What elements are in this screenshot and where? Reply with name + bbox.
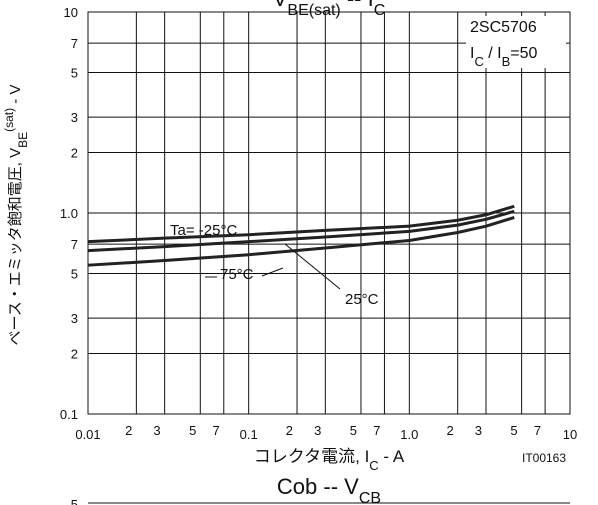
y-tick-label: 2	[71, 145, 78, 160]
x-tick-label: 2	[286, 423, 293, 438]
leader-line	[284, 243, 341, 290]
y-tick-label: 3	[71, 110, 78, 125]
x-tick-label: 5	[350, 423, 357, 438]
x-tick-label: 0.1	[240, 427, 258, 442]
x-tick-label: 1.0	[400, 427, 418, 442]
x-tick-label: 5	[189, 423, 196, 438]
series-label: Ta= -25°C	[170, 222, 237, 239]
condition-box	[466, 16, 566, 68]
x-tick-label: 3	[153, 423, 160, 438]
x-tick-label: 7	[534, 423, 541, 438]
series-line	[87, 209, 515, 253]
y-tick-label: 10	[64, 5, 78, 20]
x-tick-label: 3	[314, 423, 321, 438]
y-tick-label: 5	[71, 267, 78, 282]
figure-code: IT00163	[522, 451, 566, 465]
x-tick-label: 0.01	[75, 427, 100, 442]
chart-title: VBE(sat) -- IC	[273, 0, 386, 19]
leader-line	[261, 267, 284, 277]
next-chart-tick: 5	[71, 497, 78, 505]
y-tick-label: 2	[71, 346, 78, 361]
condition-label: IC / IB=50	[470, 45, 538, 69]
series-label: 25°C	[345, 291, 379, 308]
plot-area: 0.01 2 3 5 7 0.1 2 3 5 7 1.0 2 3 5 7 10 0.1 2 3 5 7 1.0 2 3 5 7 10…	[60, 5, 577, 442]
series-line	[87, 216, 515, 267]
series-label: 75°C	[220, 266, 254, 283]
y-tick-label: 1.0	[60, 206, 78, 221]
x-tick-label: 7	[373, 423, 380, 438]
x-tick-label: 2	[125, 423, 132, 438]
x-tick-label: 5	[510, 423, 517, 438]
y-tick-label: 5	[71, 66, 78, 81]
y-tick-label: 7	[71, 237, 78, 252]
next-chart-title: Cob -- VCB	[277, 474, 381, 505]
x-tick-label: 3	[475, 423, 482, 438]
x-tick-label: 10	[563, 427, 577, 442]
plot-border	[87, 11, 571, 415]
x-tick-label: 7	[213, 423, 220, 438]
y-tick-label: 0.1	[60, 407, 78, 422]
series-line	[87, 204, 515, 244]
y-tick-label: 3	[71, 311, 78, 326]
y-tick-label: 7	[71, 36, 78, 51]
x-axis-label: コレクタ電流, IC - A	[254, 447, 405, 473]
device-label: 2SC5706	[470, 19, 537, 36]
y-axis-label: ベース・エミッタ飽和電圧, VBE(sat) - V	[2, 85, 30, 346]
x-tick-label: 2	[446, 423, 453, 438]
